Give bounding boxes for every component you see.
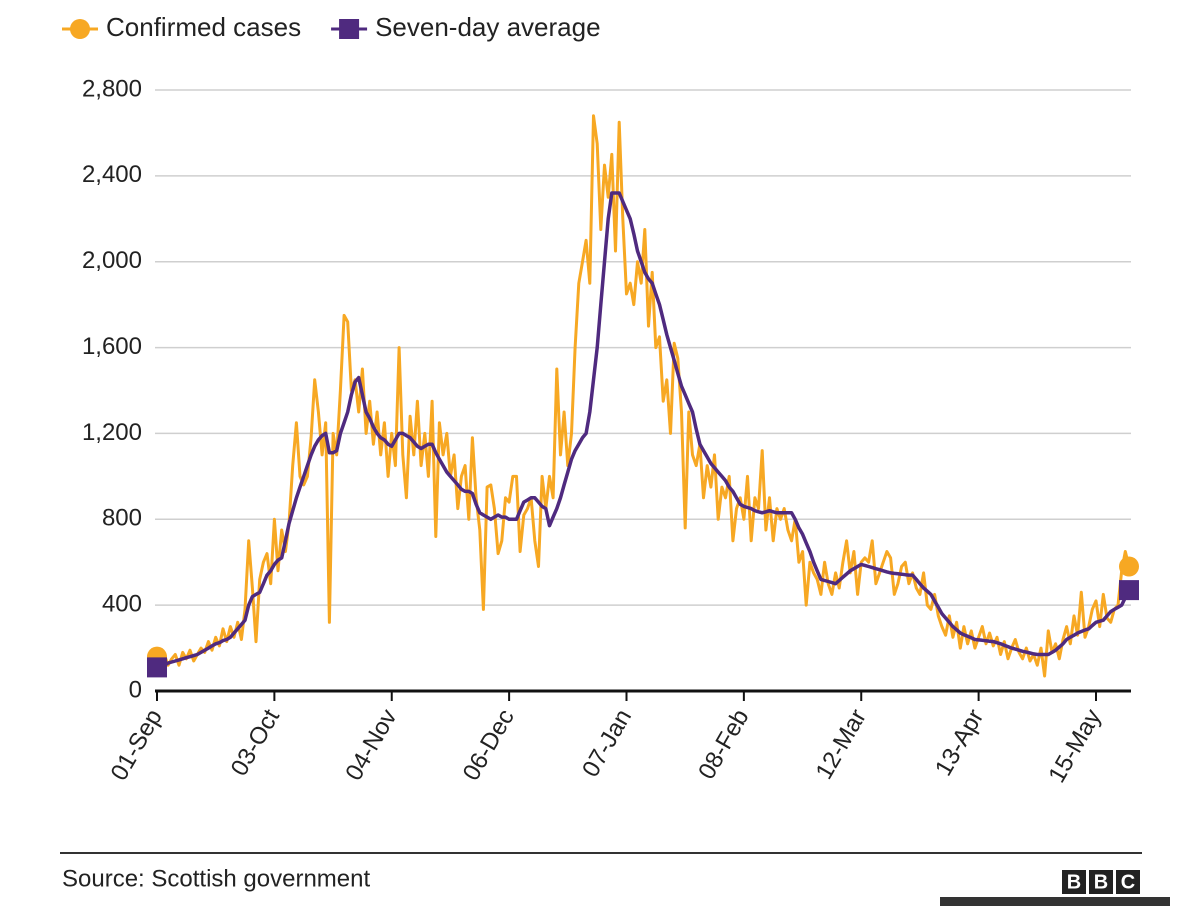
y-tick-label: 2,800	[82, 75, 142, 102]
x-tick-label: 07-Jan	[577, 705, 637, 782]
brand-block	[1116, 870, 1140, 894]
x-tick-label: 12-Mar	[811, 705, 872, 784]
brand-block	[1089, 870, 1113, 894]
x-tick-label: 13-Apr	[930, 705, 989, 781]
series-line	[155, 114, 1131, 678]
legend-swatch	[339, 19, 360, 39]
y-tick-label: 0	[129, 676, 142, 703]
endpoint-marker	[1119, 556, 1139, 577]
endpoint-marker	[147, 657, 167, 678]
x-tick-label: 04-Nov	[340, 705, 402, 786]
brand-letter: C	[1121, 871, 1135, 893]
series-line	[156, 191, 1131, 670]
y-tick-label: 400	[102, 590, 142, 617]
x-tick-label: 15-May	[1043, 705, 1106, 788]
x-tick-label: 08-Feb	[693, 705, 754, 784]
brand-block	[1062, 870, 1086, 894]
y-tick-label: 2,400	[82, 161, 142, 188]
y-tick-label: 1,600	[82, 333, 142, 360]
footer-strip	[940, 897, 1170, 906]
y-tick-label: 800	[102, 505, 142, 532]
x-tick-label: 01-Sep	[106, 705, 168, 786]
legend-label: Seven-day average	[375, 12, 600, 42]
source: Source: Scottish government	[62, 865, 370, 892]
brand-letter: B	[1067, 871, 1081, 893]
y-tick-label: 1,200	[82, 419, 142, 446]
endpoint-marker	[1119, 580, 1139, 601]
x-tick-label: 03-Oct	[226, 704, 286, 780]
legend-swatch	[70, 19, 90, 39]
x-tick-label: 06-Dec	[458, 705, 520, 786]
brand-letter: B	[1094, 871, 1108, 893]
legend-label: Confirmed cases	[106, 12, 301, 42]
y-tick-label: 2,000	[82, 247, 142, 274]
